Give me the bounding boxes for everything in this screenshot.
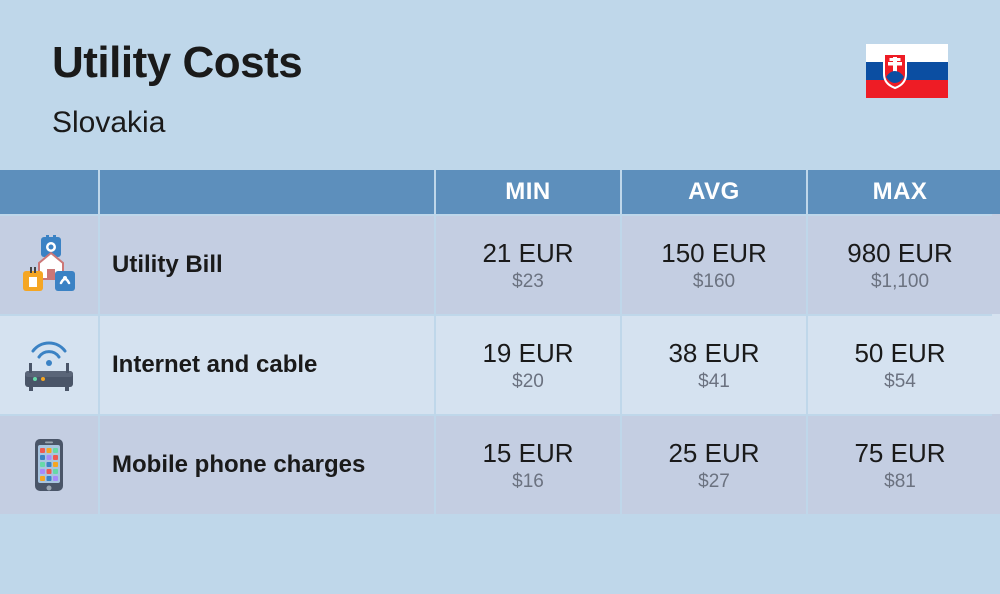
table-row: Internet and cable 19 EUR $20 38 EUR $41… [0, 314, 1000, 414]
router-icon [0, 314, 98, 414]
col-header-label [98, 170, 434, 214]
table-row: Mobile phone charges 15 EUR $16 25 EUR $… [0, 414, 1000, 514]
eur-value: 19 EUR [482, 338, 573, 369]
subtitle: Slovakia [52, 106, 302, 140]
usd-value: $81 [884, 471, 916, 493]
usd-value: $27 [698, 471, 730, 493]
cell-avg: 150 EUR $160 [620, 214, 806, 314]
page-title: Utility Costs [52, 38, 302, 88]
table-body: Utility Bill 21 EUR $23 150 EUR $160 980… [0, 214, 1000, 514]
table-header-row: MIN AVG MAX [0, 170, 1000, 214]
eur-value: 50 EUR [854, 338, 945, 369]
eur-value: 38 EUR [668, 338, 759, 369]
cell-avg: 38 EUR $41 [620, 314, 806, 414]
col-header-avg: AVG [620, 170, 806, 214]
eur-value: 980 EUR [847, 238, 953, 269]
row-label: Utility Bill [98, 214, 434, 314]
phone-icon [0, 414, 98, 514]
col-header-icon [0, 170, 98, 214]
cost-table: MIN AVG MAX [0, 170, 1000, 514]
table-row: Utility Bill 21 EUR $23 150 EUR $160 980… [0, 214, 1000, 314]
col-header-min: MIN [434, 170, 620, 214]
cell-avg: 25 EUR $27 [620, 414, 806, 514]
cell-min: 21 EUR $23 [434, 214, 620, 314]
usd-value: $1,100 [871, 271, 929, 293]
usd-value: $20 [512, 371, 544, 393]
eur-value: 25 EUR [668, 438, 759, 469]
utilities-icon [0, 214, 98, 314]
usd-value: $54 [884, 371, 916, 393]
col-header-max: MAX [806, 170, 992, 214]
cell-max: 980 EUR $1,100 [806, 214, 992, 314]
title-block: Utility Costs Slovakia [52, 38, 302, 140]
eur-value: 150 EUR [661, 238, 767, 269]
row-label: Internet and cable [98, 314, 434, 414]
row-label: Mobile phone charges [98, 414, 434, 514]
cell-min: 15 EUR $16 [434, 414, 620, 514]
cell-max: 75 EUR $81 [806, 414, 992, 514]
eur-value: 15 EUR [482, 438, 573, 469]
usd-value: $16 [512, 471, 544, 493]
usd-value: $23 [512, 271, 544, 293]
slovakia-flag-icon [866, 44, 948, 98]
usd-value: $160 [693, 271, 735, 293]
cell-max: 50 EUR $54 [806, 314, 992, 414]
usd-value: $41 [698, 371, 730, 393]
eur-value: 21 EUR [482, 238, 573, 269]
header: Utility Costs Slovakia [0, 0, 1000, 170]
eur-value: 75 EUR [854, 438, 945, 469]
cell-min: 19 EUR $20 [434, 314, 620, 414]
